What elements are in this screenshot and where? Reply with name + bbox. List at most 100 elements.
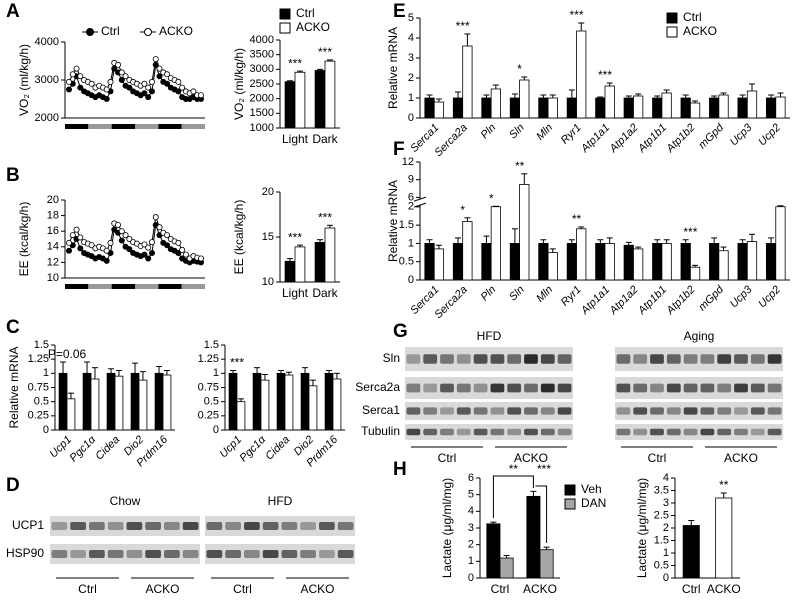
annotation: *** xyxy=(318,45,332,59)
bar xyxy=(294,246,306,283)
blot-background xyxy=(50,544,200,564)
bar xyxy=(490,88,501,119)
y-tick-label: 0.5 xyxy=(34,396,49,408)
legend-marker xyxy=(144,28,152,36)
y-axis-label: VO₂ (ml/kg/h) xyxy=(232,48,246,120)
blot-band xyxy=(683,354,698,364)
blot-band xyxy=(473,407,488,415)
bar xyxy=(162,374,172,431)
blot-band xyxy=(557,428,572,436)
bar xyxy=(680,97,691,119)
bar xyxy=(595,97,606,119)
blot-band xyxy=(89,522,105,530)
y-tick-label: 1 xyxy=(408,237,414,249)
point xyxy=(118,77,125,84)
bar xyxy=(452,243,464,281)
annotation: *** xyxy=(230,356,244,370)
group-label: ACKO xyxy=(514,451,548,465)
bar xyxy=(652,97,663,119)
blot-band xyxy=(683,383,698,393)
blot-row-label: UCP1 xyxy=(12,518,44,532)
blot-band xyxy=(423,428,438,436)
blot-title: Chow xyxy=(110,494,141,508)
blot-band xyxy=(557,407,572,415)
point xyxy=(66,247,73,254)
x-tick-label: Dark xyxy=(312,286,338,300)
x-tick-label: Ryr1 xyxy=(559,122,584,147)
y-tick-label: 3500 xyxy=(250,49,274,61)
bar xyxy=(689,266,701,281)
blot-band xyxy=(126,522,143,530)
y-tick-label: 20 xyxy=(47,194,59,206)
bar xyxy=(661,243,672,281)
blot-band xyxy=(540,354,555,364)
blot-row-label: Tubulin xyxy=(361,424,400,438)
bar xyxy=(737,97,748,119)
bar xyxy=(284,81,296,129)
y-tick-label: 20 xyxy=(262,186,274,198)
panel-letter: F xyxy=(393,139,405,160)
light-dark-strip xyxy=(181,124,205,129)
y-tick-label: 0.5 xyxy=(204,396,219,408)
light-dark-strip xyxy=(181,284,205,289)
blot-band xyxy=(750,354,765,364)
blot-band xyxy=(490,407,505,415)
y-tick-label: 2000 xyxy=(250,93,274,105)
blot-band xyxy=(456,428,471,436)
bar xyxy=(775,96,786,119)
point xyxy=(126,84,133,91)
axis-break-mark xyxy=(413,196,427,202)
annotation: *** xyxy=(598,68,612,82)
bar xyxy=(284,260,296,283)
point xyxy=(66,239,73,246)
point xyxy=(88,80,95,87)
x-tick-label: ACKO xyxy=(707,582,741,596)
annotation: *** xyxy=(318,210,332,224)
annotation: *** xyxy=(537,462,551,476)
blot-band xyxy=(683,428,698,436)
legend-swatch xyxy=(666,12,678,24)
blot-band xyxy=(145,550,161,558)
blot-band xyxy=(456,407,471,415)
blot-band xyxy=(473,383,488,393)
bar xyxy=(709,97,720,119)
blot-band xyxy=(262,550,279,558)
bar xyxy=(486,523,501,579)
blot-band xyxy=(262,522,279,530)
point xyxy=(145,84,152,91)
blot-band xyxy=(540,383,555,393)
legend-label: ACKO xyxy=(683,24,717,38)
y-axis-label: Relative mRNA xyxy=(7,346,21,428)
blot-band xyxy=(683,407,698,415)
bar xyxy=(547,97,558,119)
x-tick-label: Pgc1α xyxy=(68,433,99,464)
point xyxy=(141,80,148,87)
point xyxy=(152,214,159,221)
blot-band xyxy=(145,522,161,530)
blot-band xyxy=(616,407,631,415)
panel-letter: C xyxy=(6,317,20,338)
blot-band xyxy=(319,522,335,530)
blot-background xyxy=(205,544,355,564)
bar xyxy=(130,372,140,431)
bar xyxy=(623,244,634,281)
x-tick-label: Atp1b2 xyxy=(664,122,698,156)
blot-band xyxy=(300,522,316,530)
point xyxy=(148,78,155,85)
x-tick-label: Ucp2 xyxy=(756,284,783,311)
point xyxy=(126,235,133,242)
point xyxy=(197,92,204,99)
bracket xyxy=(492,475,534,518)
light-dark-strip xyxy=(135,124,159,129)
bar xyxy=(547,252,558,281)
blot-band xyxy=(244,522,260,530)
blot-band xyxy=(440,383,454,393)
blot-band xyxy=(700,428,715,436)
y-tick-label: 1 xyxy=(468,555,474,567)
x-tick-label: Atp1a2 xyxy=(607,284,641,318)
group-label: ACKO xyxy=(724,451,758,465)
legend-label: DAN xyxy=(581,496,606,510)
blot-band xyxy=(633,407,648,415)
point xyxy=(107,78,114,85)
